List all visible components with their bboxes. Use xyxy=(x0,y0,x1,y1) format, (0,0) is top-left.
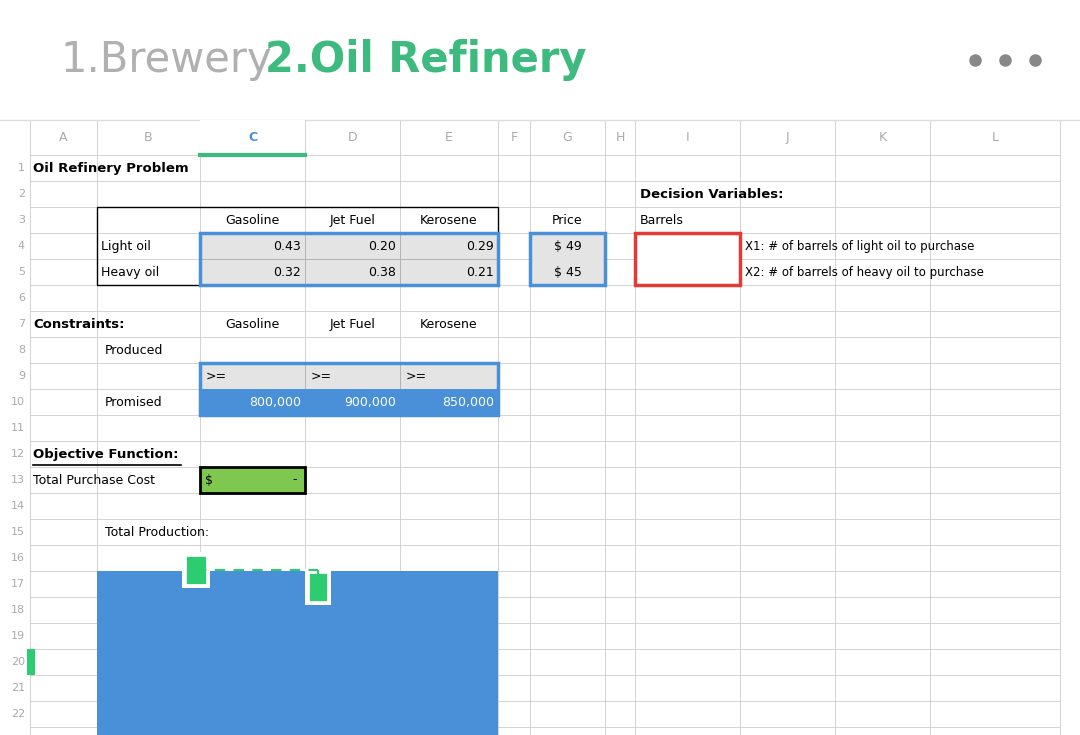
Text: 3: 3 xyxy=(18,215,25,225)
Text: 15: 15 xyxy=(11,527,25,537)
Text: >=: >= xyxy=(206,370,227,382)
Text: 0.29: 0.29 xyxy=(467,240,494,253)
Text: Promised: Promised xyxy=(105,395,163,409)
Bar xyxy=(400,259,498,285)
Text: 0.38: 0.38 xyxy=(368,265,396,279)
Bar xyxy=(27,649,35,675)
Text: 6: 6 xyxy=(18,293,25,303)
Bar xyxy=(308,572,328,602)
Text: D: D xyxy=(348,131,357,144)
Text: Kerosene: Kerosene xyxy=(420,318,477,331)
Text: 19: 19 xyxy=(11,631,25,641)
Text: -: - xyxy=(293,473,297,487)
Text: G: G xyxy=(563,131,572,144)
Text: Gasoline: Gasoline xyxy=(226,213,280,226)
Bar xyxy=(400,363,498,389)
Bar xyxy=(305,569,330,605)
Text: H: H xyxy=(616,131,624,144)
Text: F: F xyxy=(511,131,517,144)
Text: Light oil: Light oil xyxy=(102,240,151,253)
Bar xyxy=(530,233,605,259)
Bar xyxy=(185,555,207,585)
Bar xyxy=(305,363,400,389)
Text: Jet Fuel: Jet Fuel xyxy=(329,213,376,226)
Bar xyxy=(635,233,740,285)
Text: Total Production:: Total Production: xyxy=(105,526,210,539)
Text: Heavy oil: Heavy oil xyxy=(102,265,159,279)
Text: 1: 1 xyxy=(18,163,25,173)
Text: 12: 12 xyxy=(11,449,25,459)
Text: E: E xyxy=(445,131,453,144)
Text: $: $ xyxy=(205,473,213,487)
Text: X2: # of barrels of heavy oil to purchase: X2: # of barrels of heavy oil to purchas… xyxy=(745,265,984,279)
Text: 20: 20 xyxy=(11,657,25,667)
Text: L: L xyxy=(991,131,999,144)
Text: 900,000: 900,000 xyxy=(345,395,396,409)
Text: A: A xyxy=(59,131,68,144)
Bar xyxy=(200,467,305,493)
Bar xyxy=(200,233,305,259)
Bar xyxy=(305,233,400,259)
Text: 14: 14 xyxy=(11,501,25,511)
Bar xyxy=(305,389,400,415)
Text: 2.Oil Refinery: 2.Oil Refinery xyxy=(265,39,586,81)
Text: J: J xyxy=(785,131,789,144)
Bar xyxy=(200,389,305,415)
Text: 22: 22 xyxy=(11,709,25,719)
Bar xyxy=(200,233,498,285)
Text: Barrels: Barrels xyxy=(640,213,684,226)
Text: Price: Price xyxy=(552,213,583,226)
Text: $ 45: $ 45 xyxy=(554,265,581,279)
Text: 10: 10 xyxy=(11,397,25,407)
Text: 5: 5 xyxy=(18,267,25,277)
Text: 0.21: 0.21 xyxy=(467,265,494,279)
Text: 13: 13 xyxy=(11,475,25,485)
Text: Oil Refinery Problem: Oil Refinery Problem xyxy=(33,162,189,174)
Bar xyxy=(200,120,305,155)
Text: 800,000: 800,000 xyxy=(249,395,301,409)
Text: I: I xyxy=(686,131,689,144)
Text: C: C xyxy=(248,131,257,144)
Bar xyxy=(530,259,605,285)
Text: Produced: Produced xyxy=(105,343,163,356)
Text: Gasoline: Gasoline xyxy=(226,318,280,331)
Text: >=: >= xyxy=(311,370,333,382)
Text: 0.32: 0.32 xyxy=(273,265,301,279)
Bar xyxy=(400,233,498,259)
Text: 1.Brewery: 1.Brewery xyxy=(60,39,272,81)
Bar xyxy=(530,233,605,285)
Text: >=: >= xyxy=(406,370,427,382)
Text: Objective Function:: Objective Function: xyxy=(33,448,178,461)
Text: 21: 21 xyxy=(11,683,25,693)
Text: 0.43: 0.43 xyxy=(273,240,301,253)
Text: Constraints:: Constraints: xyxy=(33,318,124,331)
Bar xyxy=(400,389,498,415)
Text: 7: 7 xyxy=(18,319,25,329)
Text: 2: 2 xyxy=(18,189,25,199)
Text: Kerosene: Kerosene xyxy=(420,213,477,226)
Text: Jet Fuel: Jet Fuel xyxy=(329,318,376,331)
Text: 0.20: 0.20 xyxy=(368,240,396,253)
Text: K: K xyxy=(878,131,887,144)
Bar xyxy=(97,571,498,735)
Bar xyxy=(200,363,498,415)
Text: 850,000: 850,000 xyxy=(442,395,494,409)
Text: Total Purchase Cost: Total Purchase Cost xyxy=(33,473,156,487)
Text: Decision Variables:: Decision Variables: xyxy=(640,187,783,201)
Text: 16: 16 xyxy=(11,553,25,563)
Text: 11: 11 xyxy=(11,423,25,433)
Bar xyxy=(200,259,305,285)
Text: B: B xyxy=(145,131,152,144)
Text: 4: 4 xyxy=(18,241,25,251)
Text: 8: 8 xyxy=(18,345,25,355)
Bar xyxy=(183,552,210,588)
Bar xyxy=(97,207,498,285)
Bar xyxy=(200,363,305,389)
Text: 17: 17 xyxy=(11,579,25,589)
Text: 9: 9 xyxy=(18,371,25,381)
Text: X1: # of barrels of light oil to purchase: X1: # of barrels of light oil to purchas… xyxy=(745,240,974,253)
Text: $ 49: $ 49 xyxy=(554,240,581,253)
Text: 18: 18 xyxy=(11,605,25,615)
Bar xyxy=(305,259,400,285)
